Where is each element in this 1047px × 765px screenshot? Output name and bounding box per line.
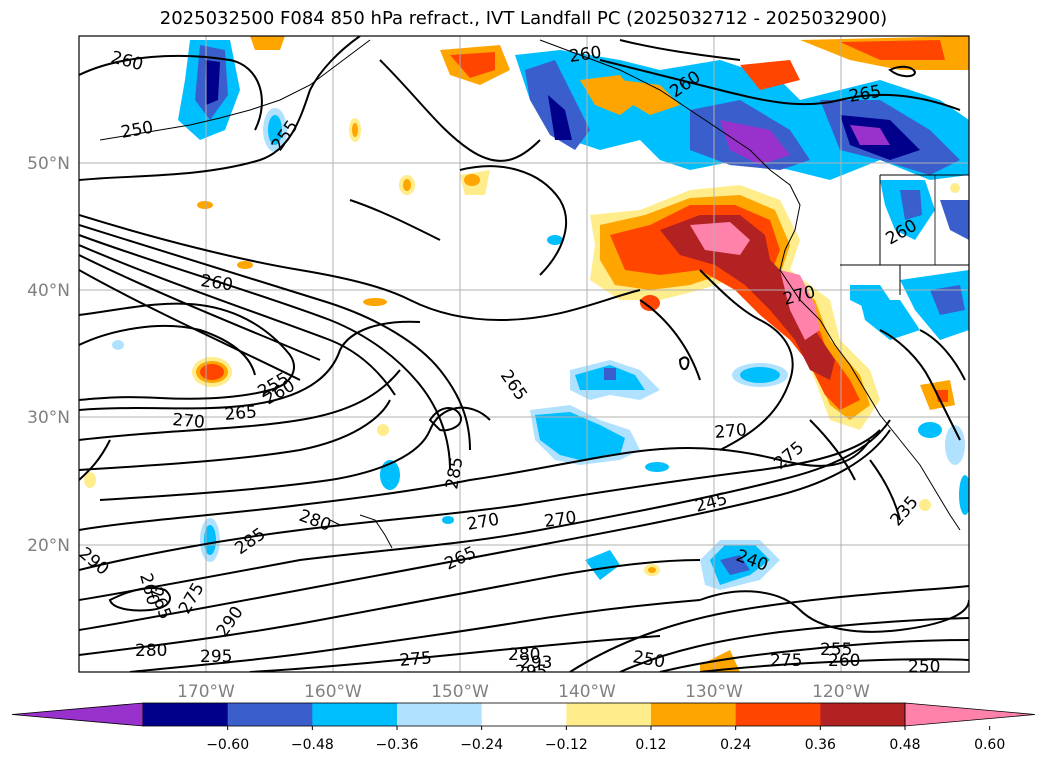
- contour-label: 295: [515, 662, 547, 682]
- contour-label: 270: [543, 508, 578, 532]
- map-title: 2025032500 F084 850 hPa refract., IVT La…: [159, 8, 888, 29]
- refractivity-contours: [79, 36, 969, 672]
- plot-frame: [78, 35, 970, 673]
- colorbar-segment: [481, 703, 567, 726]
- colorbar-tick-label: 0.12: [635, 737, 667, 753]
- lon-label: 140°W: [558, 682, 616, 702]
- contour-label: 280: [508, 645, 540, 665]
- lat-label: 50°N: [27, 154, 70, 174]
- colorbar-tick-label: −0.12: [544, 737, 588, 753]
- lat-label: 20°N: [27, 536, 70, 556]
- colorbar-outline: [142, 702, 906, 727]
- colorbar-segment: [566, 703, 652, 726]
- state-borders: [879, 174, 969, 266]
- longitude-labels: 170°W 160°W 150°W 140°W 130°W 120°W: [177, 682, 870, 702]
- colorbar-segment: [312, 703, 398, 726]
- colorbar-segment: [143, 703, 229, 726]
- contour-label: 293: [520, 653, 552, 673]
- lon-label: 130°W: [685, 682, 743, 702]
- colorbar-tick-label: 0.60: [974, 737, 1006, 753]
- colorbar-tick-label: −0.24: [460, 737, 504, 753]
- colorbar-segment: [651, 703, 737, 726]
- colorbar-tick-label: 0.48: [889, 737, 921, 753]
- colorbar-tick-label: −0.48: [290, 737, 334, 753]
- colorbar-tick-label: 0.36: [804, 737, 836, 753]
- colorbar-extend-high: [904, 702, 1036, 727]
- colorbar-segment: [397, 703, 483, 726]
- contour-label: 275: [399, 648, 433, 671]
- contour-label: 260: [568, 43, 603, 67]
- contour-label: 250: [631, 647, 666, 672]
- colorbar: [11, 702, 1036, 730]
- contour-label: 270: [714, 420, 748, 443]
- colorbar-segment: [735, 703, 821, 726]
- contour-label: 280: [135, 641, 167, 661]
- lat-label: 30°N: [27, 408, 70, 428]
- shaded-anomaly-fields: [84, 36, 969, 672]
- contour-label: 275: [770, 651, 802, 671]
- lon-label: 170°W: [177, 682, 235, 702]
- contour-label: 260: [828, 651, 860, 671]
- contour-label: 265: [224, 402, 258, 425]
- contour-label: 270: [172, 410, 206, 433]
- lon-label: 120°W: [812, 682, 870, 702]
- colorbar-segment: [820, 703, 906, 726]
- contour-label: 295: [200, 647, 232, 667]
- latitude-labels: 50°N 40°N 30°N 20°N: [27, 154, 70, 556]
- colorbar-extend-low: [11, 702, 144, 727]
- colorbar-tick-label: −0.60: [206, 737, 250, 753]
- lon-label: 160°W: [304, 682, 362, 702]
- colorbar-tick-label: 0.24: [720, 737, 752, 753]
- contour-label: 260: [199, 271, 234, 295]
- colorbar-tick-label: −0.36: [375, 737, 419, 753]
- lat-label: 40°N: [27, 281, 70, 301]
- lon-label: 150°W: [431, 682, 489, 702]
- contour-label: 250: [908, 657, 940, 677]
- contour-label: 255: [820, 640, 852, 660]
- colorbar-segment: [227, 703, 313, 726]
- gridlines: [79, 36, 969, 672]
